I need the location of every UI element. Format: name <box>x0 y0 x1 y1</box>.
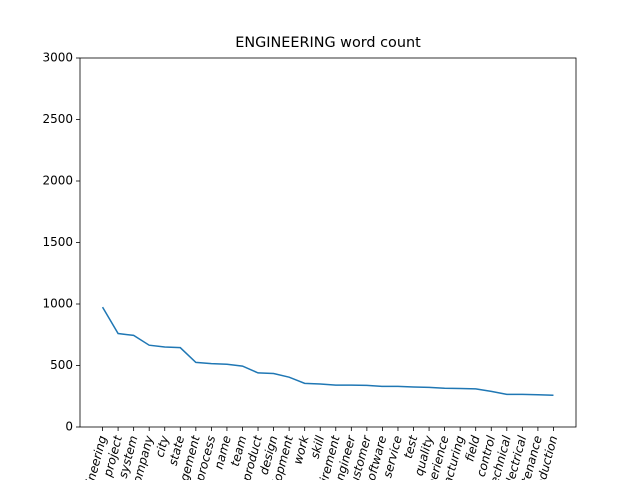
y-tick-label: 1500 <box>42 235 73 249</box>
y-tick-label: 3000 <box>42 51 73 65</box>
x-tick-label: skill <box>308 434 328 461</box>
x-tick-label: test <box>401 433 421 460</box>
y-tick-label: 2500 <box>42 112 73 126</box>
plot-frame <box>79 57 577 428</box>
y-tick-label: 2000 <box>42 174 73 188</box>
chart-title: ENGINEERING word count <box>235 35 421 51</box>
y-tick-label: 1000 <box>42 297 73 311</box>
y-tick-label: 500 <box>50 358 73 372</box>
y-tick-label: 0 <box>65 420 73 434</box>
x-tick-label: field <box>462 434 482 463</box>
x-tick-label: city <box>152 433 171 458</box>
line <box>101 306 554 397</box>
